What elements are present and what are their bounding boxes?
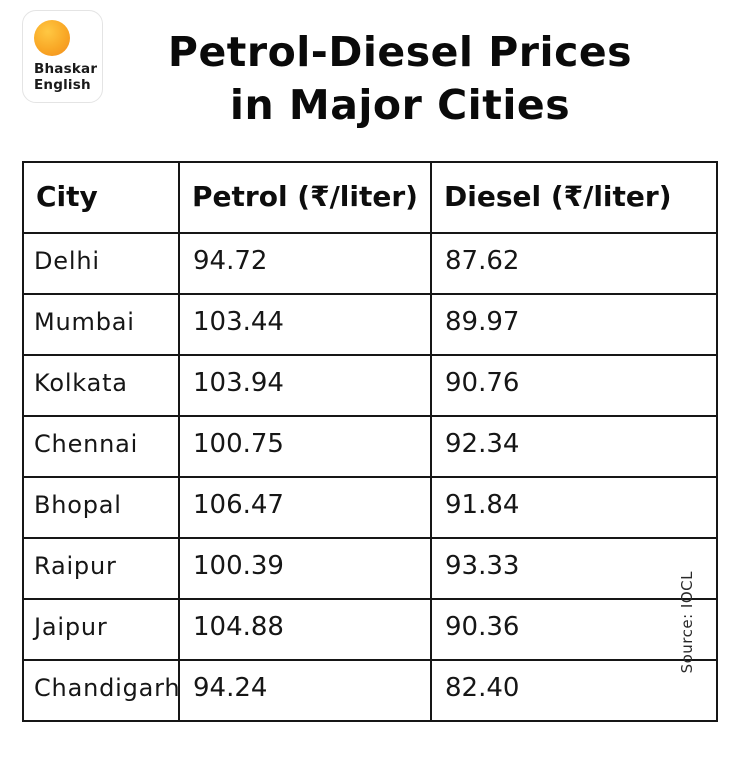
logo-text: Bhaskar English	[34, 61, 98, 94]
col-header-diesel: Diesel (₹/liter)	[430, 160, 718, 234]
petrol-cell: 103.44	[178, 292, 432, 356]
table-row: Mumbai 103.44 89.97	[22, 292, 718, 356]
table-row: Jaipur 104.88 90.36	[22, 597, 718, 661]
petrol-cell: 94.24	[178, 658, 432, 722]
petrol-cell: 106.47	[178, 475, 432, 539]
petrol-cell: 104.88	[178, 597, 432, 661]
diesel-cell: 90.36	[430, 597, 718, 661]
table-container: City Petrol (₹/liter) Diesel (₹/liter) D…	[22, 160, 718, 722]
city-cell: Bhopal	[22, 475, 180, 539]
city-cell: Chandigarh	[22, 658, 180, 722]
logo-line2: English	[34, 77, 91, 94]
city-cell: Chennai	[22, 414, 180, 478]
diesel-cell: 89.97	[430, 292, 718, 356]
city-cell: Mumbai	[22, 292, 180, 356]
prices-table: City Petrol (₹/liter) Diesel (₹/liter) D…	[22, 160, 718, 722]
diesel-cell: 90.76	[430, 353, 718, 417]
table-row: Chandigarh 94.24 82.40	[22, 658, 718, 722]
page-title: Petrol-Diesel Prices in Major Cities	[0, 0, 730, 133]
table-row: Kolkata 103.94 90.76	[22, 353, 718, 417]
table-row: Delhi 94.72 87.62	[22, 231, 718, 295]
title-line2: in Major Cities	[229, 81, 571, 130]
diesel-cell: 87.62	[430, 231, 718, 295]
petrol-cell: 103.94	[178, 353, 432, 417]
table-row: Bhopal 106.47 91.84	[22, 475, 718, 539]
title-line1: Petrol-Diesel Prices	[167, 28, 633, 76]
diesel-cell: 93.33	[430, 536, 718, 600]
header-row: City Petrol (₹/liter) Diesel (₹/liter)	[22, 160, 718, 234]
petrol-cell: 94.72	[178, 231, 432, 295]
city-cell: Jaipur	[22, 597, 180, 661]
city-cell: Delhi	[22, 231, 180, 295]
logo-line1: Bhaskar	[34, 61, 98, 77]
logo-sun-icon	[34, 20, 70, 56]
source-credit: Source: IOCL	[678, 571, 696, 674]
city-cell: Kolkata	[22, 353, 180, 417]
diesel-cell: 91.84	[430, 475, 718, 539]
table-row: Chennai 100.75 92.34	[22, 414, 718, 478]
col-header-city: City	[22, 160, 180, 234]
petrol-cell: 100.39	[178, 536, 432, 600]
city-cell: Raipur	[22, 536, 180, 600]
diesel-cell: 92.34	[430, 414, 718, 478]
col-header-petrol: Petrol (₹/liter)	[178, 160, 432, 234]
petrol-cell: 100.75	[178, 414, 432, 478]
diesel-cell: 82.40	[430, 658, 718, 722]
table-row: Raipur 100.39 93.33	[22, 536, 718, 600]
bhaskar-english-logo: Bhaskar English	[22, 10, 103, 104]
